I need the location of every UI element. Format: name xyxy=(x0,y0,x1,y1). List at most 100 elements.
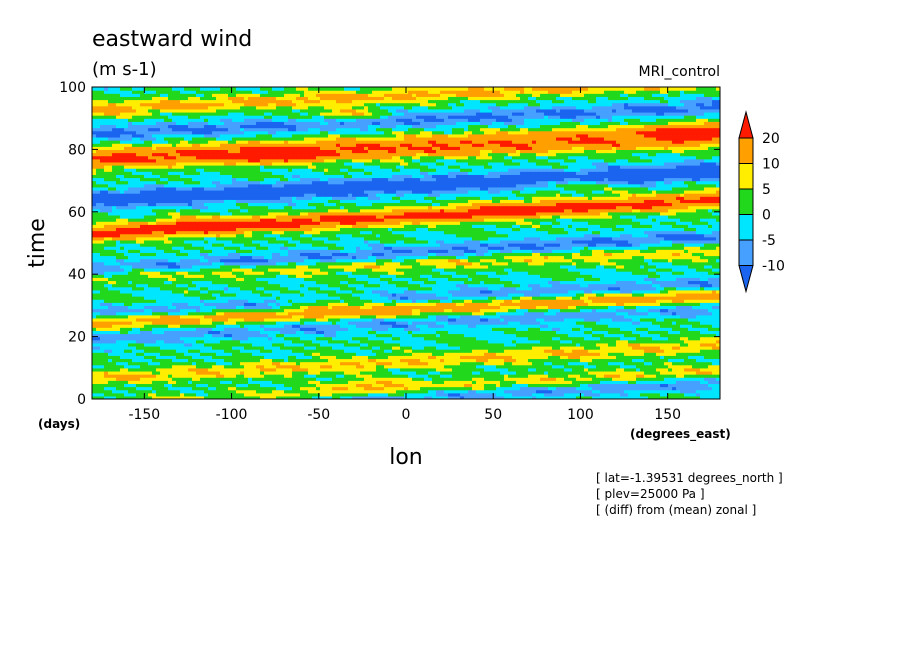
heatmap-cell xyxy=(292,370,297,375)
heatmap-cell xyxy=(144,364,149,369)
heatmap-cell xyxy=(224,355,229,360)
heatmap-cell xyxy=(472,389,477,394)
heatmap-cell xyxy=(464,389,469,394)
heatmap-cell xyxy=(552,395,557,399)
heatmap-cell xyxy=(364,389,369,394)
heatmap-cell xyxy=(556,389,561,394)
heatmap-cell xyxy=(476,370,481,375)
heatmap-cell xyxy=(328,386,333,391)
heatmap-cell xyxy=(648,367,653,372)
heatmap-cell xyxy=(316,370,321,375)
heatmap-cell xyxy=(424,392,429,397)
heatmap-cell xyxy=(316,358,321,363)
heatmap-cell xyxy=(308,355,313,360)
heatmap-cell xyxy=(632,386,637,391)
heatmap-cell xyxy=(200,383,205,388)
heatmap-cell xyxy=(416,395,421,399)
heatmap-cell xyxy=(584,358,589,363)
heatmap-cell xyxy=(92,367,97,372)
heatmap-cell xyxy=(560,355,565,360)
heatmap-cell xyxy=(140,355,145,360)
heatmap-cell xyxy=(144,386,149,391)
heatmap-cell xyxy=(384,395,389,399)
heatmap-cell xyxy=(296,380,301,384)
heatmap-cell xyxy=(648,358,653,363)
heatmap-cell xyxy=(180,361,185,366)
heatmap-cell xyxy=(640,361,645,366)
heatmap-cell xyxy=(152,395,157,399)
heatmap-cell xyxy=(292,395,297,399)
heatmap-cell xyxy=(384,361,389,366)
heatmap-cell xyxy=(444,364,449,369)
heatmap-cell xyxy=(172,352,177,356)
heatmap-cell xyxy=(448,389,453,394)
heatmap-cell xyxy=(496,352,501,356)
heatmap-cell xyxy=(492,383,497,388)
heatmap-cell xyxy=(696,392,701,397)
heatmap-cell xyxy=(440,389,445,394)
heatmap-cell xyxy=(680,377,685,381)
heatmap-cell xyxy=(484,380,489,384)
heatmap-cell xyxy=(524,352,529,356)
heatmap-cell xyxy=(472,355,477,360)
heatmap-cell xyxy=(284,377,289,381)
heatmap-cell xyxy=(428,361,433,366)
heatmap-cell xyxy=(140,364,145,369)
heatmap-cell xyxy=(616,392,621,397)
heatmap-cell xyxy=(344,355,349,360)
heatmap-cell xyxy=(568,389,573,394)
heatmap-cell xyxy=(424,374,429,378)
heatmap-cell xyxy=(344,374,349,378)
heatmap-cell xyxy=(200,361,205,366)
heatmap-cell xyxy=(284,392,289,397)
heatmap-cell xyxy=(224,364,229,369)
heatmap-cell xyxy=(424,380,429,384)
heatmap-cell xyxy=(676,383,681,388)
heatmap-cell xyxy=(684,395,689,399)
heatmap-cell xyxy=(296,358,301,363)
heatmap-cell xyxy=(712,374,717,378)
heatmap-cell xyxy=(444,370,449,375)
heatmap-cell xyxy=(128,389,133,394)
heatmap-cell xyxy=(644,392,649,397)
heatmap-cell xyxy=(340,383,345,388)
heatmap-cell xyxy=(268,361,273,366)
heatmap-cell xyxy=(352,358,357,363)
heatmap-cell xyxy=(672,361,677,366)
heatmap-cell xyxy=(600,370,605,375)
heatmap-cell xyxy=(168,377,173,381)
heatmap-cell xyxy=(508,374,513,378)
heatmap-cell xyxy=(488,395,493,399)
heatmap-cell xyxy=(204,358,209,363)
heatmap-cell xyxy=(396,389,401,394)
heatmap-cell xyxy=(620,386,625,391)
heatmap-cell xyxy=(492,392,497,397)
heatmap-cell xyxy=(172,386,177,391)
heatmap-cell xyxy=(484,395,489,399)
heatmap-cell xyxy=(488,386,493,391)
heatmap-cell xyxy=(372,364,377,369)
heatmap-cell xyxy=(272,352,277,356)
heatmap-cell xyxy=(436,389,441,394)
heatmap-cell xyxy=(660,386,665,391)
heatmap-cell xyxy=(148,380,153,384)
heatmap-cell xyxy=(96,370,101,375)
heatmap-cell xyxy=(564,377,569,381)
heatmap-cell xyxy=(256,383,261,388)
heatmap-cell xyxy=(544,355,549,360)
heatmap-cell xyxy=(176,383,181,388)
heatmap-cell xyxy=(412,380,417,384)
heatmap-cell xyxy=(200,358,205,363)
heatmap-cell xyxy=(296,392,301,397)
heatmap-cell xyxy=(476,392,481,397)
heatmap-cell xyxy=(516,383,521,388)
heatmap-cell xyxy=(184,392,189,397)
heatmap-cell xyxy=(592,370,597,375)
heatmap-cell xyxy=(388,355,393,360)
heatmap-cell xyxy=(300,358,305,363)
heatmap-cell xyxy=(628,395,633,399)
heatmap-cell xyxy=(112,392,117,397)
heatmap-cell xyxy=(364,377,369,381)
heatmap-cell xyxy=(604,358,609,363)
heatmap-cell xyxy=(204,377,209,381)
